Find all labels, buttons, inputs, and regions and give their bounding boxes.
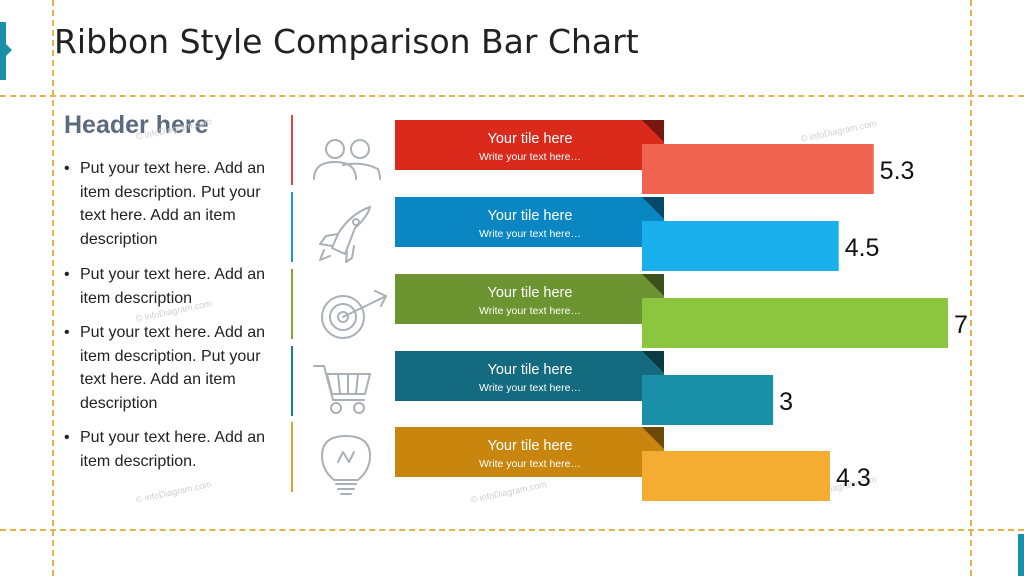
- shopping-cart-icon-part: [326, 373, 371, 395]
- people-icon: [313, 139, 381, 180]
- panel-header: Header here: [64, 111, 209, 139]
- ribbon-title: Your tile here: [488, 131, 573, 147]
- ribbon-subtitle: Write your text here…: [479, 305, 581, 317]
- slide-accent-right: [1018, 534, 1024, 576]
- ribbon-subtitle: Write your text here…: [479, 458, 581, 470]
- rocket-icon-part: [319, 233, 339, 247]
- shopping-cart-icon-part: [337, 373, 359, 395]
- bullet-dot: •: [64, 160, 70, 177]
- bullet-item: • Put your text here. Add an item descri…: [64, 263, 274, 310]
- bullet-text: Put your text here. Add an item descript…: [80, 429, 266, 470]
- ribbon-subtitle: Write your text here…: [479, 382, 581, 394]
- bar-value-label: 5.3: [880, 157, 915, 185]
- guide-line-top: [0, 95, 1024, 97]
- slide-accent-left: [0, 22, 12, 80]
- bar-value-label: 4.3: [836, 464, 871, 492]
- target-icon-part: [342, 296, 385, 318]
- ribbon-fold: [642, 351, 664, 373]
- bullet-dot: •: [64, 324, 70, 341]
- bar-value-label: 3: [779, 388, 793, 416]
- chart-row: Your tile here Write your text here… 4.3: [291, 422, 871, 501]
- bar: [642, 298, 948, 348]
- ribbon-fold: [642, 120, 664, 142]
- lightbulb-icon-part: [321, 435, 371, 481]
- rocket-icon: [319, 206, 371, 263]
- ribbon-subtitle: Write your text here…: [479, 228, 581, 240]
- rocket-icon-part: [331, 206, 371, 255]
- ribbon-subtitle: Write your text here…: [479, 151, 581, 163]
- bar: [642, 375, 774, 425]
- chart-row: Your tile here Write your text here… 7: [291, 269, 968, 348]
- shopping-cart-icon-part: [353, 402, 365, 414]
- ribbon-fold: [642, 197, 664, 219]
- ribbon-tile: [395, 274, 664, 324]
- chart-row: Your tile here Write your text here… 5.3: [291, 115, 915, 194]
- people-icon-part: [325, 139, 345, 159]
- bullet-item: • Put your text here. Add an item descri…: [64, 157, 274, 251]
- ribbon-title: Your tile here: [488, 285, 573, 301]
- bullet-dot: •: [64, 429, 70, 446]
- people-icon-part: [342, 162, 381, 180]
- ribbon-title: Your tile here: [488, 362, 573, 378]
- rocket-icon-part: [352, 218, 360, 226]
- guide-line-right: [970, 0, 972, 576]
- shopping-cart-icon-part: [330, 402, 342, 414]
- bullet-item: • Put your text here. Add an item descri…: [64, 321, 274, 415]
- ribbon-tile: [395, 197, 664, 247]
- ribbon-tile: [395, 351, 664, 401]
- target-icon-part: [374, 290, 387, 307]
- target-icon-part: [321, 295, 365, 339]
- shopping-cart-icon: [313, 365, 371, 414]
- bullet-text: Put your text here. Add an item descript…: [80, 160, 266, 248]
- ribbon-fold: [642, 427, 664, 449]
- guide-line-bottom: [0, 529, 1024, 531]
- lightbulb-icon-part: [335, 483, 357, 495]
- ribbon-fold: [642, 274, 664, 296]
- ribbon-title: Your tile here: [488, 208, 573, 224]
- chart-row: Your tile here Write your text here… 3: [291, 346, 793, 425]
- bar: [642, 451, 830, 501]
- ribbon-tile: [395, 427, 664, 477]
- target-icon-part: [329, 303, 357, 331]
- ribbon-tile: [395, 120, 664, 170]
- bar-value-label: 7: [954, 311, 968, 339]
- target-icon-part: [337, 311, 349, 323]
- bar: [642, 221, 839, 271]
- people-icon-part: [350, 139, 370, 159]
- rocket-icon-part: [345, 245, 355, 263]
- rocket-icon-part: [319, 249, 331, 261]
- bullet-item: • Put your text here. Add an item descri…: [64, 426, 274, 473]
- bar-value-label: 4.5: [845, 234, 880, 262]
- guide-line-left: [52, 0, 54, 576]
- lightbulb-icon-part: [337, 451, 355, 463]
- lightbulb-icon: [321, 435, 371, 495]
- ribbon-title: Your tile here: [488, 438, 573, 454]
- bullet-text: Put your text here. Add an item descript…: [80, 324, 266, 412]
- bar: [642, 144, 874, 194]
- bullet-dot: •: [64, 266, 70, 283]
- bullet-text: Put your text here. Add an item descript…: [80, 266, 266, 307]
- slide-title: Ribbon Style Comparison Bar Chart: [54, 22, 639, 61]
- target-icon: [321, 290, 387, 339]
- people-icon-part: [313, 161, 357, 180]
- chart-row: Your tile here Write your text here… 4.5: [291, 192, 880, 271]
